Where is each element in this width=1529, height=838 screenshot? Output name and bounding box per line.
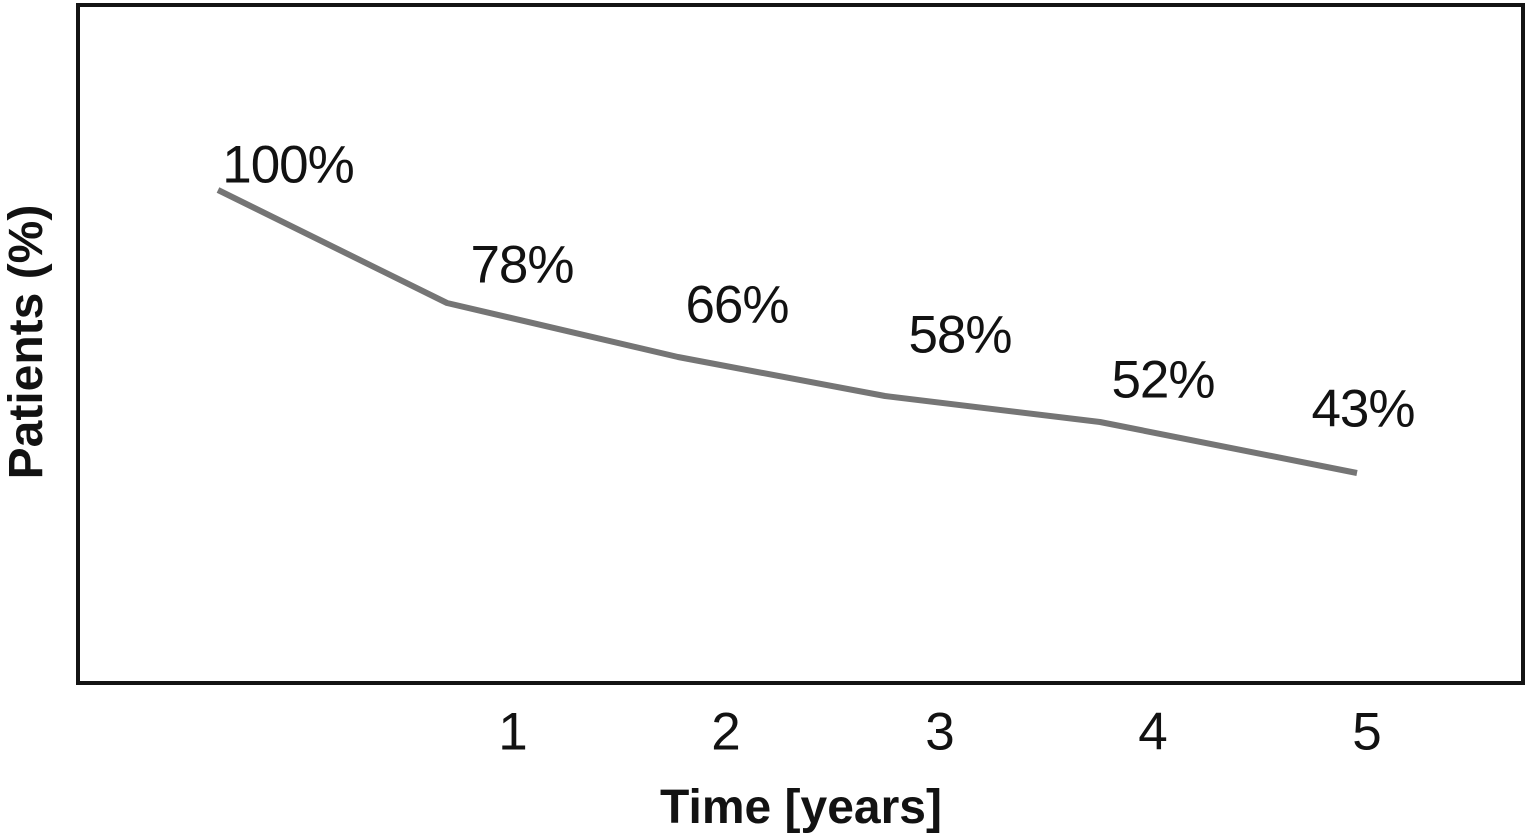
data-label: 52%: [1111, 350, 1215, 410]
data-label: 100%: [222, 135, 355, 195]
x-tick-label: 1: [498, 702, 528, 762]
plot-area-frame: [76, 3, 1525, 685]
x-tick-label: 2: [711, 702, 741, 762]
x-tick-label: 4: [1138, 702, 1168, 762]
x-tick-label: 3: [925, 702, 955, 762]
y-axis-label: Patients (%): [0, 204, 53, 480]
data-label: 43%: [1311, 379, 1415, 439]
data-label: 78%: [470, 235, 574, 295]
x-axis-label: Time [years]: [660, 781, 942, 834]
series-line: [216, 187, 1358, 476]
x-tick-label: 5: [1352, 702, 1382, 762]
data-label: 66%: [685, 275, 789, 335]
data-label: 58%: [908, 305, 1012, 365]
